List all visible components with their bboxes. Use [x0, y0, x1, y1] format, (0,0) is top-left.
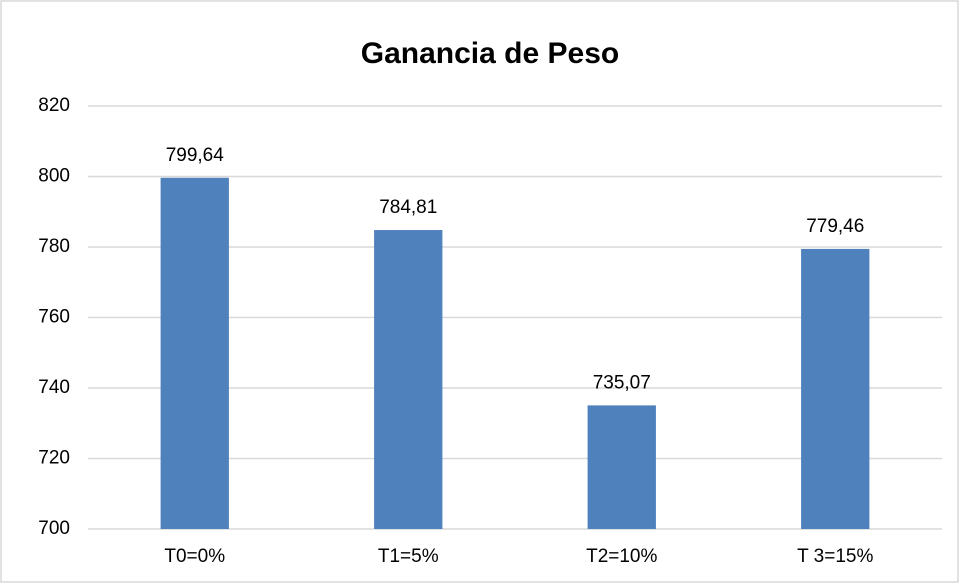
x-tick-label: T0=0% — [164, 546, 225, 567]
bar — [374, 230, 443, 530]
value-label: 784,81 — [379, 197, 437, 218]
chart-title: Ganancia de Peso — [361, 37, 619, 70]
x-tick-label: T 3=15% — [797, 546, 873, 567]
value-label: 779,46 — [806, 216, 864, 237]
bar — [160, 177, 229, 530]
y-tick-label: 700 — [38, 518, 70, 539]
bar — [801, 248, 870, 529]
bar — [587, 405, 656, 529]
y-tick-label: 800 — [38, 166, 70, 187]
y-tick-label: 780 — [38, 236, 70, 257]
x-tick-label: T2=10% — [586, 546, 657, 567]
y-tick-label: 820 — [38, 95, 70, 116]
x-tick-label: T1=5% — [378, 546, 439, 567]
y-tick-label: 720 — [38, 448, 70, 469]
y-tick-label: 760 — [38, 307, 70, 328]
y-tick-label: 740 — [38, 377, 70, 398]
value-label: 735,07 — [593, 372, 651, 393]
value-label: 799,64 — [166, 145, 225, 166]
